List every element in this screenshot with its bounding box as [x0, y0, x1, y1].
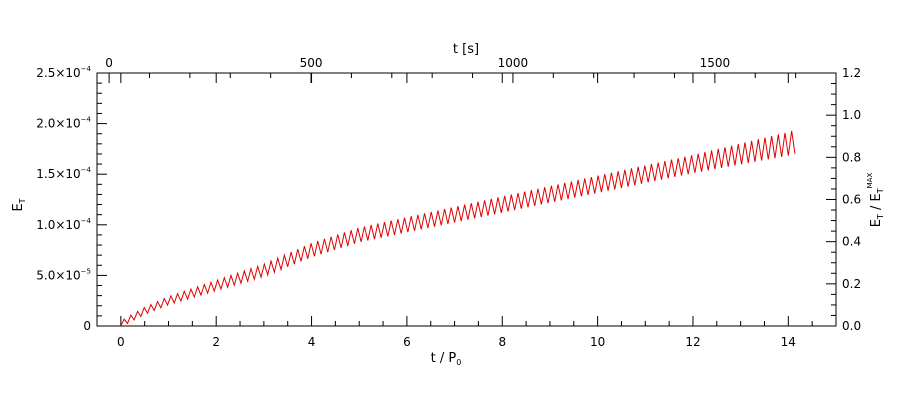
right-y-axis-title: ET / ETMAX — [866, 173, 885, 228]
y-tick-label: 0 — [83, 319, 91, 333]
top-x-tick-label: 1000 — [498, 56, 529, 70]
top-x-tick-label: 1500 — [700, 56, 731, 70]
x-tick-label: 6 — [403, 335, 411, 349]
top-x-axis-title: t [s] — [453, 42, 479, 57]
right-y-tick-label: 0.8 — [842, 150, 861, 164]
series-line-0 — [120, 130, 796, 327]
top-x-tick-label: 500 — [300, 56, 323, 70]
top-x-tick-label: 0 — [105, 56, 113, 70]
x-tick-label: 8 — [498, 335, 506, 349]
y-tick-label: 1.5×10−4 — [36, 166, 91, 181]
right-y-tick-label: 0.4 — [842, 235, 861, 249]
y-axis-title: ET — [11, 198, 27, 211]
x-tick-label: 10 — [590, 335, 605, 349]
x-tick-label: 2 — [212, 335, 220, 349]
y-tick-label: 2.0×10−4 — [36, 116, 91, 131]
right-y-tick-label: 0.6 — [842, 193, 861, 207]
x-tick-label: 4 — [308, 335, 316, 349]
y-tick-label: 5.0×10−5 — [36, 267, 91, 282]
y-tick-label: 2.5×10−4 — [36, 65, 91, 80]
right-y-tick-label: 1.2 — [842, 66, 861, 80]
y-tick-label: 1.0×10−4 — [36, 217, 91, 232]
right-y-tick-label: 1.0 — [842, 108, 861, 122]
x-tick-label: 14 — [781, 335, 796, 349]
x-tick-label: 12 — [685, 335, 700, 349]
right-y-tick-label: 0.2 — [842, 277, 861, 291]
plot-frame — [96, 72, 837, 327]
right-y-tick-label: 0.0 — [842, 319, 861, 333]
x-axis-title: t / P0 — [431, 351, 462, 367]
x-tick-label: 0 — [117, 335, 125, 349]
